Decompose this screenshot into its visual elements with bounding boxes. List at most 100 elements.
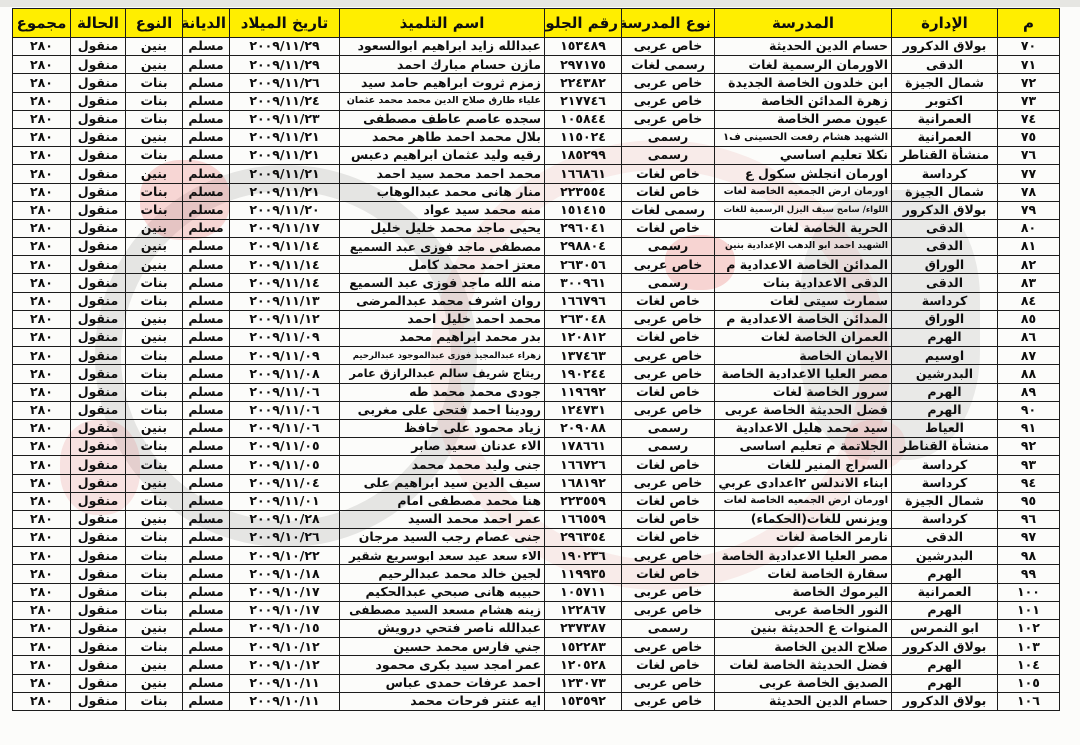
cell-student-name: ايه عنتر فرحات محمد xyxy=(339,691,545,711)
cell-admin: الوراق xyxy=(891,309,998,330)
cell-total: ٢٨٠ xyxy=(12,182,71,202)
cell-school: اورمان ارض الجمعيه الخاصة لغات xyxy=(714,182,892,202)
cell-birth-date: ٢٠٠٩/١١/٢٩ xyxy=(229,36,340,57)
cell-status: منقول xyxy=(70,673,126,693)
cell-student-name: محمد احمد خليل احمد xyxy=(339,309,545,330)
cell-seat-number: ١٦٦٧٢٦ xyxy=(544,455,622,475)
cell-religion: مسلم xyxy=(182,437,230,457)
cell-number: ٧٩ xyxy=(997,200,1060,220)
cell-number: ٧٦ xyxy=(997,146,1060,166)
cell-seat-number: ١٥١٤١٥ xyxy=(544,200,622,220)
cell-seat-number: ١٩٠٢٤٤ xyxy=(544,364,622,384)
table-row: ٩٥ شمال الجيزة اورمان ارض الجمعيه الخاصة… xyxy=(12,491,1060,511)
cell-admin: الهرم xyxy=(891,655,998,675)
cell-status: منقول xyxy=(70,218,126,239)
cell-school-type: رسمى xyxy=(621,146,715,166)
cell-total: ٢٨٠ xyxy=(12,600,71,621)
cell-total: ٢٨٠ xyxy=(12,218,71,239)
cell-status: منقول xyxy=(70,546,126,566)
table-row: ٧٤ العمرانية عيون مصر الخاصة خاص عربى ١٠… xyxy=(12,109,1060,129)
cell-seat-number: ١٩٠٢٣٦ xyxy=(544,546,622,566)
cell-school: الشهيد هشام رفعت الحسينى ف١ xyxy=(714,127,892,148)
cell-school: النور الخاصة عربى xyxy=(714,600,892,621)
cell-school-type: خاص لغات xyxy=(621,509,715,530)
cell-school: الاورمان الرسمية لغات xyxy=(714,55,892,75)
cell-status: منقول xyxy=(70,237,126,257)
cell-birth-date: ٢٠٠٩/١١/١٤ xyxy=(229,237,340,257)
table-row: ١٠٠ العمرانية اليرموك الخاصة خاص عربى ١٠… xyxy=(12,582,1060,602)
cell-seat-number: ١٦٨١٩٢ xyxy=(544,473,622,493)
cell-total: ٢٨٠ xyxy=(12,382,71,402)
cell-total: ٢٨٠ xyxy=(12,36,71,57)
cell-school: اورمان ارض الجمعيه الخاصة لغات xyxy=(714,491,892,511)
cell-school-type: خاص لغات xyxy=(621,491,715,511)
cell-number: ٨٢ xyxy=(997,255,1060,275)
table-row: ٧٨ شمال الجيزة اورمان ارض الجمعيه الخاصة… xyxy=(12,182,1060,202)
cell-number: ١٠٦ xyxy=(997,691,1060,711)
cell-student-name: لجين خالد محمد عبدالرحيم xyxy=(339,564,545,584)
cell-admin: بولاق الدكرور xyxy=(891,36,998,57)
table-row: ٨٩ الهرم سرور الخاصة لغات خاص لغات ١١٩٦٩… xyxy=(12,382,1060,402)
table-row: ١٠٣ بولاق الدكرور صلاح الدين الخاصة خاص … xyxy=(12,637,1060,657)
cell-religion: مسلم xyxy=(182,582,230,602)
table-row: ٩٣ كرداسة السراج المنير للغات خاص لغات ١… xyxy=(12,455,1060,475)
cell-total: ٢٨٠ xyxy=(12,437,71,457)
cell-status: منقول xyxy=(70,655,126,675)
cell-seat-number: ١٣٧٤٦٣ xyxy=(544,346,622,366)
cell-school: اليرموك الخاصة xyxy=(714,582,892,602)
cell-total: ٢٨٠ xyxy=(12,655,71,675)
cell-religion: مسلم xyxy=(182,182,230,202)
cell-student-name: جنى وليد محمد محمد xyxy=(339,455,545,475)
cell-status: منقول xyxy=(70,691,126,711)
cell-school-type: رسمى لغات xyxy=(621,55,715,75)
cell-number: ٩٥ xyxy=(997,491,1060,511)
cell-number: ٧٢ xyxy=(997,73,1060,93)
table-row: ٩٦ كرداسة ويزنس للغات(الحكماء) خاص لغات … xyxy=(12,509,1060,530)
cell-religion: مسلم xyxy=(182,127,230,148)
cell-birth-date: ٢٠٠٩/١١/٠٨ xyxy=(229,364,340,384)
cell-student-name: جني فارس محمد حسين xyxy=(339,637,545,657)
cell-birth-date: ٢٠٠٩/١١/٠٩ xyxy=(229,327,340,348)
cell-school-type: رسمى xyxy=(621,273,715,293)
cell-number: ١٠٢ xyxy=(997,618,1060,639)
cell-student-name: بدر محمد ابراهيم محمد xyxy=(339,327,545,348)
cell-status: منقول xyxy=(70,418,126,439)
cell-school: سرور الخاصة لغات xyxy=(714,382,892,402)
cell-gender: بنات xyxy=(125,91,183,111)
cell-admin: البدرشين xyxy=(891,364,998,384)
cell-admin: شمال الجيزة xyxy=(891,491,998,511)
cell-school-type: خاص عربى xyxy=(621,91,715,111)
cell-school: الصديق الخاصة عربى xyxy=(714,673,892,693)
cell-school: الدقى الاعدادية بنات xyxy=(714,273,892,293)
cell-gender: بنات xyxy=(125,564,183,584)
cell-seat-number: ١٥٣٥٩٢ xyxy=(544,691,622,711)
cell-student-name: عبدالله زايد ابراهيم ابوالسعود xyxy=(339,36,545,57)
cell-gender: بنات xyxy=(125,146,183,166)
table-row: ٩٩ الهرم سقارة الخاصة لغات خاص لغات ١١٩٩… xyxy=(12,564,1060,584)
cell-status: منقول xyxy=(70,564,126,584)
cell-religion: مسلم xyxy=(182,528,230,548)
cell-school: فضل الحديثة الخاصة لغات xyxy=(714,655,892,675)
cell-admin: شمال الجيزة xyxy=(891,73,998,93)
cell-school: المنوات ع الحديثة بنين xyxy=(714,618,892,639)
table-row: ٧٧ كرداسة اورمان انجلش سكول ع خاص لغات ١… xyxy=(12,164,1060,184)
cell-school-type: خاص لغات xyxy=(621,655,715,675)
cell-student-name: معتز احمد محمد كامل xyxy=(339,255,545,275)
cell-gender: بنين xyxy=(125,127,183,148)
table-row: ٧١ الدقى الاورمان الرسمية لغات رسمى لغات… xyxy=(12,55,1060,75)
cell-total: ٢٨٠ xyxy=(12,346,71,366)
cell-school-type: خاص عربى xyxy=(621,691,715,711)
col-header-total: مجموع xyxy=(12,8,71,38)
cell-number: ٨٣ xyxy=(997,273,1060,293)
cell-birth-date: ٢٠٠٩/١١/٢١ xyxy=(229,127,340,148)
cell-total: ٢٨٠ xyxy=(12,73,71,93)
cell-seat-number: ١١٩٩٣٥ xyxy=(544,564,622,584)
cell-number: ٧٤ xyxy=(997,109,1060,129)
cell-religion: مسلم xyxy=(182,346,230,366)
cell-seat-number: ١٥٣٤٨٩ xyxy=(544,36,622,57)
cell-gender: بنات xyxy=(125,528,183,548)
cell-student-name: عمر احمد محمد السيد xyxy=(339,509,545,530)
cell-number: ٧٧ xyxy=(997,164,1060,184)
cell-school-type: رسمى لغات xyxy=(621,200,715,220)
